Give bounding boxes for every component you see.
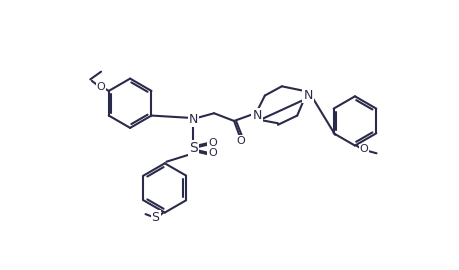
Text: S: S <box>189 141 198 155</box>
Text: N: N <box>303 89 313 102</box>
Text: N: N <box>252 109 262 122</box>
Text: O: O <box>97 82 106 92</box>
Text: O: O <box>208 137 217 147</box>
Text: O: O <box>237 136 246 146</box>
Text: N: N <box>189 113 198 126</box>
Text: S: S <box>151 211 160 224</box>
Text: O: O <box>360 144 369 154</box>
Text: O: O <box>208 148 217 158</box>
